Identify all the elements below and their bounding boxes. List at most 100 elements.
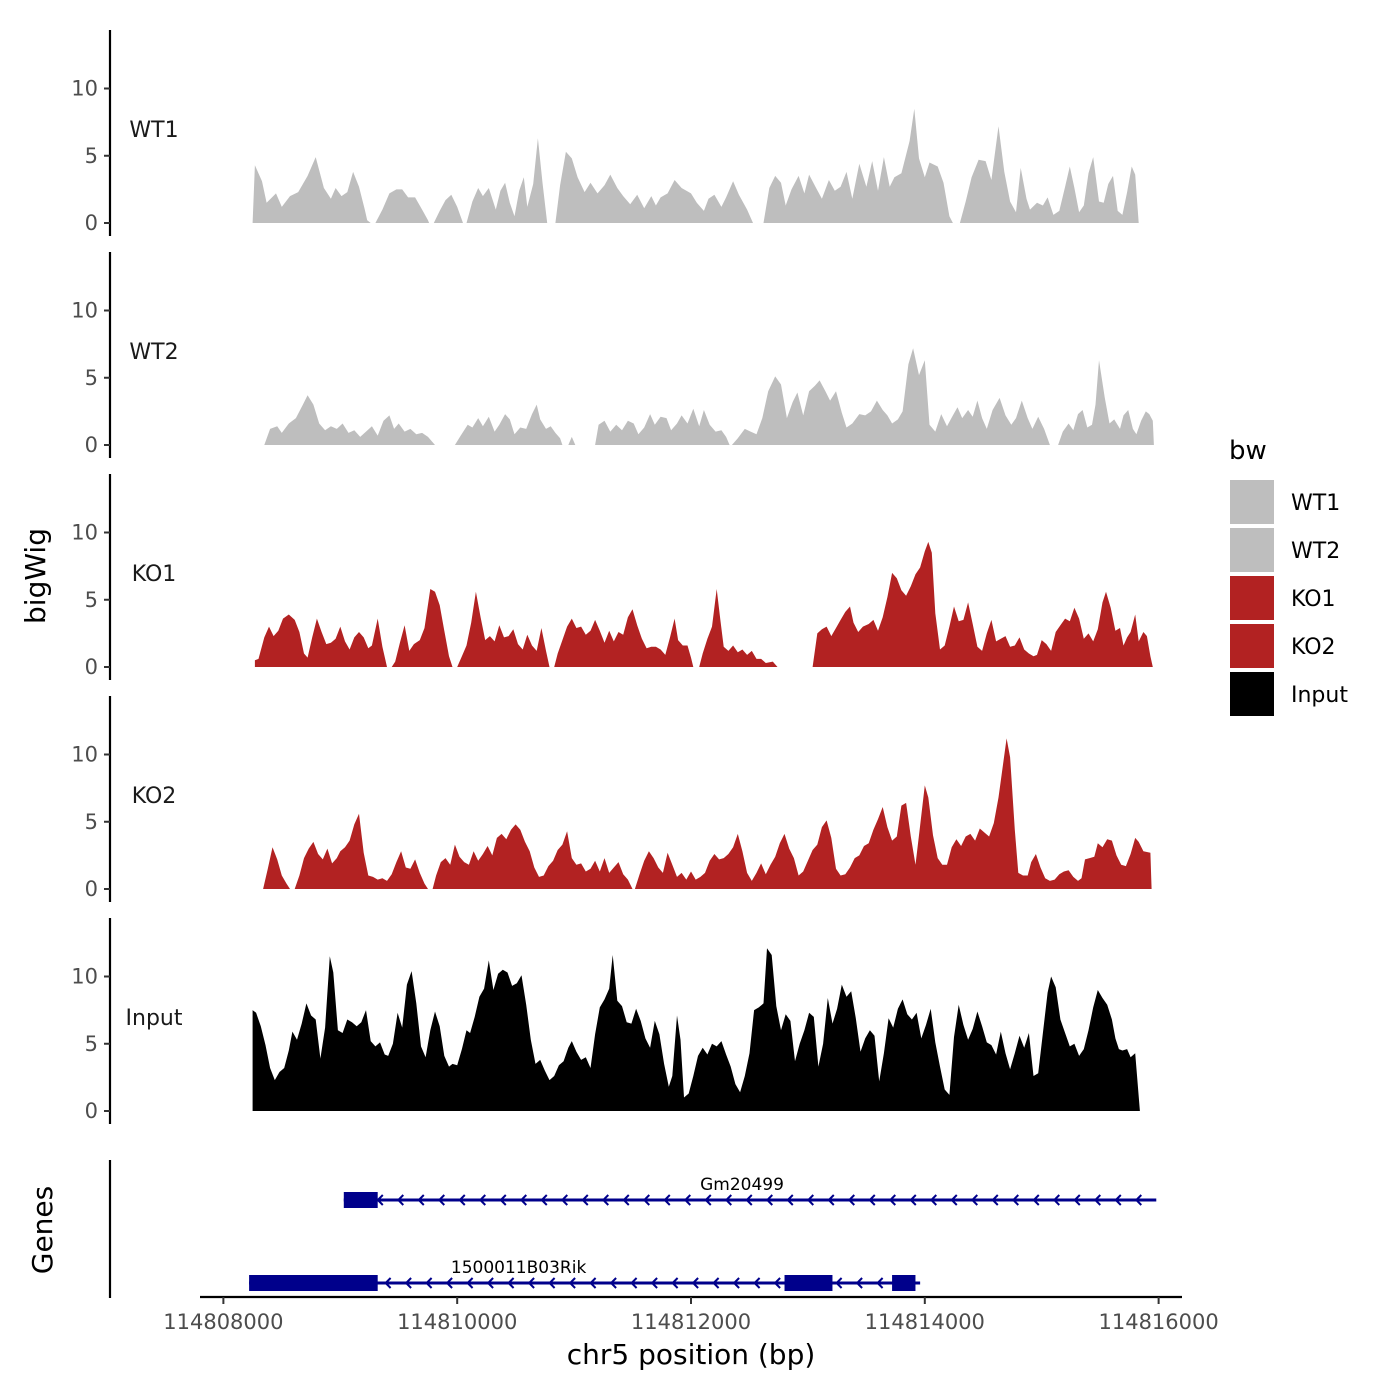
y-tick-label: 5 (85, 366, 98, 390)
gene-1500011b03rik: 1500011B03Rik (249, 1258, 921, 1291)
strand-arrow (1134, 1194, 1142, 1206)
y-tick-label: 5 (85, 810, 98, 834)
strand-arrow (745, 1194, 753, 1206)
y-tick-label: 5 (85, 588, 98, 612)
y-tick-label: 0 (85, 655, 98, 679)
strand-arrow (519, 1194, 528, 1206)
y-tick-label: 10 (71, 521, 98, 545)
track-label-ko1: KO1 (132, 562, 177, 587)
strand-arrow (1093, 1194, 1101, 1206)
exon (784, 1275, 833, 1291)
strand-arrow (1052, 1194, 1060, 1206)
strand-arrow (806, 1194, 815, 1206)
strand-arrow (1073, 1194, 1081, 1206)
track-wt2: 0 5 10 WT2 (71, 252, 1154, 458)
strand-arrow (827, 1194, 835, 1206)
strand-arrow (671, 1277, 679, 1289)
legend-label: KO2 (1291, 635, 1336, 660)
exon (892, 1275, 916, 1291)
legend-item-ko2: KO2 (1230, 624, 1336, 668)
track-ko1: 0 5 10 KO1 (71, 474, 1153, 680)
strand-arrow (581, 1194, 589, 1206)
bigwig-tracks: 0 5 10 WT1 0 5 10 WT2 0 5 10 KO1 0 5 10 KO2 0 5 10 Input (71, 30, 1154, 1124)
genes-axis-title: Genes (26, 1186, 59, 1274)
y-tick-label: 10 (71, 965, 98, 989)
strand-arrow (1032, 1194, 1040, 1206)
strand-arrow (384, 1277, 392, 1289)
strand-arrow (663, 1194, 671, 1206)
strand-arrow (404, 1277, 412, 1289)
strand-arrow (609, 1277, 617, 1289)
gene-label: 1500011B03Rik (451, 1258, 587, 1278)
y-tick-label: 0 (85, 211, 98, 235)
x-tick-label: 114814000 (865, 1310, 985, 1334)
strand-arrow (486, 1277, 494, 1289)
strand-arrow (507, 1277, 515, 1289)
strand-arrow (601, 1194, 610, 1206)
strand-arrow (876, 1277, 884, 1289)
strand-arrow (765, 1194, 774, 1206)
strand-arrow (650, 1277, 658, 1289)
track-label-wt2: WT2 (129, 340, 178, 365)
legend-swatch (1230, 672, 1274, 716)
strand-arrow (724, 1194, 733, 1206)
x-tick-label: 114812000 (631, 1310, 751, 1334)
strand-arrow (425, 1277, 433, 1289)
strand-arrow (929, 1194, 938, 1206)
strand-arrow (786, 1194, 794, 1206)
strand-arrow (466, 1277, 474, 1289)
legend-swatch (1230, 480, 1274, 524)
track-label-wt1: WT1 (129, 118, 178, 143)
track-label-ko2: KO2 (132, 784, 177, 809)
strand-arrow (437, 1194, 446, 1206)
strand-arrow (712, 1277, 720, 1289)
legend-swatch (1230, 624, 1274, 668)
strand-arrow (950, 1194, 958, 1206)
strand-arrow (568, 1277, 576, 1289)
area-input (252, 948, 1140, 1111)
strand-arrow (991, 1194, 999, 1206)
strand-arrow (589, 1277, 597, 1289)
strand-arrow (704, 1194, 712, 1206)
legend-label: KO1 (1291, 587, 1336, 612)
y-tick-label: 10 (71, 77, 98, 101)
legend-item-wt1: WT1 (1230, 480, 1340, 524)
strand-arrow (642, 1194, 651, 1206)
strand-arrow (753, 1277, 761, 1289)
strand-arrow (868, 1194, 876, 1206)
strand-arrow (835, 1277, 843, 1289)
area-wt2 (264, 348, 1154, 445)
legend-label: Input (1291, 683, 1348, 708)
x-tick-label: 114810000 (397, 1310, 517, 1334)
exon (249, 1275, 378, 1291)
strand-arrow (417, 1194, 425, 1206)
strand-arrow (548, 1277, 556, 1289)
strand-arrow (683, 1194, 692, 1206)
area-wt1 (252, 108, 1139, 223)
y-tick-label: 5 (85, 144, 98, 168)
exon (343, 1192, 378, 1208)
legend-label: WT2 (1291, 539, 1340, 564)
strand-arrow (691, 1277, 699, 1289)
strand-arrow (499, 1194, 507, 1206)
track-wt1: 0 5 10 WT1 (71, 30, 1139, 236)
strand-arrow (458, 1194, 466, 1206)
legend-item-input: Input (1230, 672, 1348, 716)
x-tick-label: 114808000 (163, 1310, 283, 1334)
strand-arrow (888, 1194, 897, 1206)
area-ko2 (263, 738, 1152, 889)
strand-arrow (1011, 1194, 1019, 1206)
legend-swatch (1230, 576, 1274, 620)
strand-arrow (560, 1194, 569, 1206)
track-ko2: 0 5 10 KO2 (71, 696, 1152, 902)
strand-arrow (732, 1277, 740, 1289)
strand-arrow (630, 1277, 638, 1289)
strand-arrow (445, 1277, 453, 1289)
y-tick-label: 10 (71, 743, 98, 767)
y-tick-label: 0 (85, 877, 98, 901)
strand-arrow (622, 1194, 630, 1206)
strand-arrow (376, 1194, 384, 1206)
strand-arrow (478, 1194, 487, 1206)
strand-arrow (773, 1277, 781, 1289)
x-tick-label: 114816000 (1098, 1310, 1218, 1334)
